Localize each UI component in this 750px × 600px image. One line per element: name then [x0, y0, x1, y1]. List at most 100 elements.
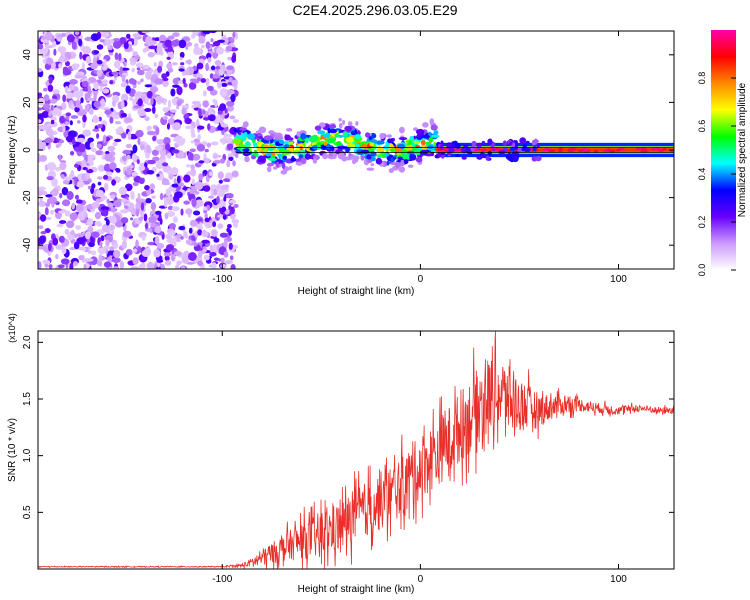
heatmap-cell — [164, 212, 169, 220]
heatmap-cell — [38, 119, 42, 124]
heatmap-cell — [251, 138, 256, 144]
heatmap-cell — [92, 116, 100, 124]
heatmap-cell — [166, 123, 171, 130]
heatmap-cell — [146, 261, 155, 269]
heatmap-cell — [191, 198, 197, 208]
heatmap-cell — [229, 199, 237, 204]
spectrogram-x-tick-label: -100 — [212, 274, 232, 285]
heatmap-cell — [59, 115, 65, 124]
carrier-band-core — [436, 148, 674, 152]
heatmap-cell — [203, 255, 210, 261]
spectrogram-y-tick-label: 0 — [22, 147, 33, 153]
heatmap-cell — [108, 224, 116, 231]
heatmap-cell — [111, 179, 116, 186]
heatmap-cell — [176, 105, 180, 110]
heatmap-cell — [130, 266, 140, 269]
heatmap-cell — [126, 154, 131, 160]
heatmap-cell — [143, 213, 148, 222]
heatmap-cell — [635, 147, 641, 151]
heatmap-cell — [142, 48, 147, 53]
heatmap-cell — [191, 178, 195, 186]
heatmap-cell — [492, 148, 496, 152]
heatmap-cell — [229, 255, 234, 261]
heatmap-cell — [147, 159, 156, 165]
heatmap-cell — [295, 158, 302, 163]
heatmap-cell — [68, 83, 74, 90]
heatmap-cell — [258, 136, 263, 139]
heatmap-cell — [77, 211, 86, 221]
heatmap-cell — [231, 170, 239, 178]
heatmap-cell — [80, 97, 84, 104]
heatmap-cell — [224, 96, 231, 101]
heatmap-cell — [104, 109, 112, 115]
heatmap-cell — [616, 148, 621, 152]
heatmap-cell — [70, 169, 75, 177]
snr-y-label: SNR (10 * v/v) — [7, 418, 18, 482]
heatmap-cell — [132, 33, 142, 38]
heatmap-cell — [422, 122, 429, 128]
heatmap-cell — [409, 136, 415, 141]
heatmap-cell — [428, 136, 434, 143]
heatmap-cell — [419, 134, 425, 139]
spectrogram-y-label: Frequency (Hz) — [7, 116, 18, 185]
heatmap-cell — [455, 154, 460, 157]
heatmap-cell — [408, 140, 412, 146]
heatmap-cell — [202, 31, 211, 35]
colorbar-tick-label: 0.0 — [697, 264, 707, 277]
heatmap-cell — [192, 121, 196, 129]
heatmap-cell — [78, 255, 84, 261]
heatmap-cell — [186, 67, 190, 76]
heatmap-cell — [90, 250, 97, 256]
heatmap-cell — [244, 156, 250, 163]
heatmap-cell — [81, 80, 89, 88]
heatmap-cell — [547, 149, 556, 153]
heatmap-cell — [109, 162, 117, 170]
heatmap-cell — [320, 140, 325, 144]
heatmap-cell — [39, 235, 46, 244]
heatmap-cell — [197, 250, 203, 258]
heatmap-cell — [354, 134, 362, 140]
heatmap-cell — [52, 237, 59, 246]
heatmap-cell — [64, 85, 69, 94]
heatmap-cell — [433, 130, 439, 136]
heatmap-cell — [44, 216, 52, 221]
heatmap-cell — [180, 236, 184, 240]
heatmap-cell — [329, 129, 338, 134]
heatmap-cell — [514, 140, 518, 145]
heatmap-cell — [476, 155, 483, 160]
heatmap-cell — [91, 148, 97, 152]
heatmap-cell — [425, 141, 430, 146]
heatmap-cell — [212, 160, 222, 164]
heatmap-cell — [74, 163, 79, 168]
heatmap-cell — [227, 137, 232, 144]
heatmap-cell — [180, 62, 185, 66]
heatmap-cell — [519, 137, 527, 144]
heatmap-cell — [226, 105, 234, 112]
heatmap-cell — [233, 221, 239, 228]
heatmap-cell — [430, 134, 440, 138]
heatmap-cell — [415, 156, 423, 163]
heatmap-cell — [38, 113, 47, 118]
snr-panel: -100 0 100 0.5 1.0 1.5 2.0 Height of straight… — [7, 313, 675, 595]
heatmap-cell — [97, 124, 103, 129]
heatmap-cell — [193, 47, 202, 55]
heatmap-cell — [214, 59, 222, 66]
heatmap-cell — [175, 264, 180, 269]
heatmap-cell — [62, 69, 72, 76]
heatmap-cell — [138, 216, 144, 221]
heatmap-cell — [105, 171, 113, 176]
heatmap-cell — [77, 111, 87, 116]
heatmap-cell — [257, 155, 265, 163]
heatmap-cell — [48, 111, 52, 117]
heatmap-cell — [215, 65, 221, 70]
heatmap-cell — [278, 139, 285, 144]
snr-y-tick-label: 1.0 — [22, 448, 33, 462]
heatmap-cell — [350, 130, 356, 136]
heatmap-cell — [176, 175, 181, 184]
heatmap-cell — [166, 152, 172, 159]
heatmap-cell — [156, 259, 164, 263]
heatmap-cell — [166, 210, 176, 217]
heatmap-cell — [99, 241, 103, 247]
heatmap-cell — [89, 142, 95, 149]
